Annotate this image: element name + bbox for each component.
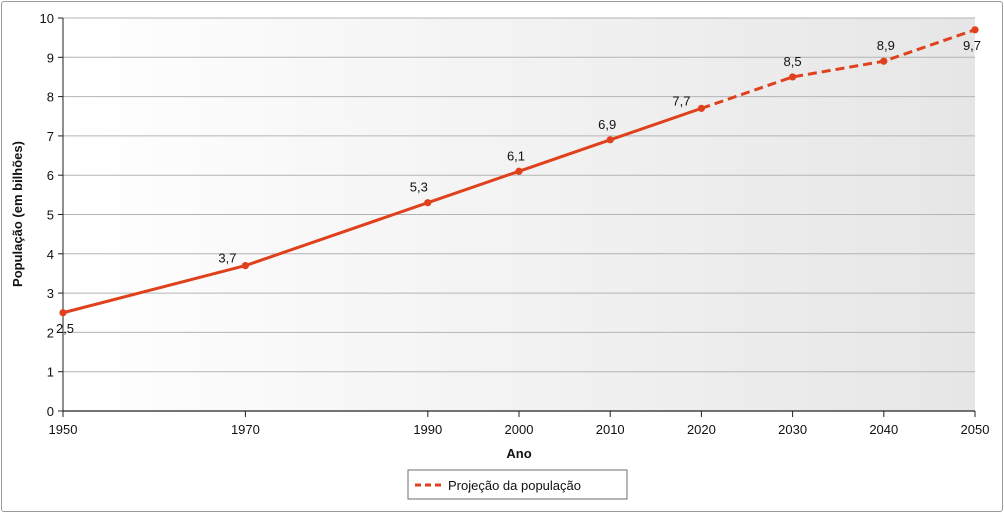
- data-point-1990: [424, 199, 432, 207]
- data-point-2030: [789, 73, 797, 81]
- data-point-2000: [515, 167, 523, 175]
- y-tick-label-4: 4: [47, 247, 54, 262]
- data-label-1970: 3,7: [218, 251, 236, 266]
- data-label-2030: 8,5: [784, 54, 802, 69]
- y-tick-label-3: 3: [47, 286, 54, 301]
- data-point-2050: [971, 26, 979, 34]
- axes: 0 1 2 3 4 5 6 7 8 9 10 1950 1970 1990 2000 2010 2020 2030…: [40, 11, 990, 437]
- y-tick-label-5: 5: [47, 208, 54, 223]
- data-label-2000: 6,1: [507, 148, 525, 163]
- x-tick-label-2050: 2050: [961, 422, 990, 437]
- data-point-2010: [606, 136, 614, 144]
- data-label-2020: 7,7: [672, 93, 690, 108]
- data-label-2040: 8,9: [877, 38, 895, 53]
- data-label-1950: 2,5: [56, 321, 74, 336]
- y-axis-title: População (em bilhões): [10, 141, 25, 287]
- x-tick-label-2020: 2020: [687, 422, 716, 437]
- legend-box: [407, 469, 628, 500]
- data-point-2040: [880, 57, 888, 65]
- series: [59, 26, 979, 317]
- data-point-2020: [697, 104, 706, 112]
- series-line-projection: [700, 28, 976, 110]
- y-tick-label-0: 0: [47, 404, 54, 419]
- series-line-historical: [62, 106, 702, 315]
- data-point-1950: [59, 309, 67, 317]
- x-tick-label-2010: 2010: [596, 422, 625, 437]
- legend-label-projection: Projeção da população: [448, 478, 581, 493]
- data-labels: 2,5 3,7 5,3 6,1 6,9 7,7 8,5 8,9 9,7: [56, 38, 981, 336]
- y-tick-label-1: 1: [47, 365, 54, 380]
- y-tick-label-9: 9: [47, 50, 54, 65]
- x-tick-label-1950: 1950: [49, 422, 78, 437]
- x-tick-label-2030: 2030: [778, 422, 807, 437]
- y-tick-label-7: 7: [47, 129, 54, 144]
- x-axis-title: Ano: [506, 446, 531, 461]
- data-label-2010: 6,9: [598, 117, 616, 132]
- y-tick-label-2: 2: [47, 325, 54, 340]
- grid-lines: [63, 17, 975, 373]
- x-tick-label-1990: 1990: [413, 422, 442, 437]
- data-label-2050: 9,7: [963, 38, 981, 53]
- y-tick-label-8: 8: [47, 90, 54, 105]
- y-tick-label-10: 10: [40, 11, 54, 26]
- y-tick-label-6: 6: [47, 168, 54, 183]
- legend: Projeção da população: [407, 469, 628, 500]
- data-label-1990: 5,3: [410, 180, 428, 195]
- x-tick-label-2040: 2040: [869, 422, 898, 437]
- data-point-1970: [241, 261, 249, 270]
- x-tick-label-1970: 1970: [231, 422, 260, 437]
- x-tick-label-2000: 2000: [505, 422, 534, 437]
